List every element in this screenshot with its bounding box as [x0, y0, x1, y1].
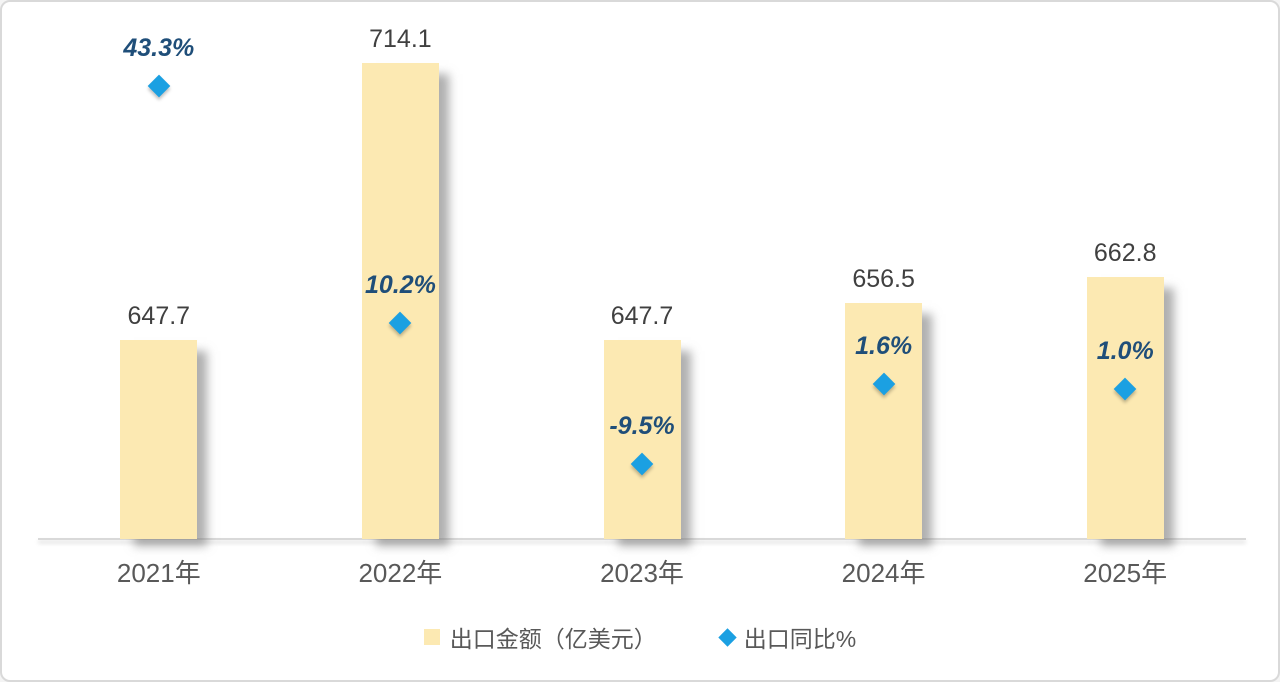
- bar-2021年: [120, 339, 198, 539]
- pct-value-label: -9.5%: [609, 411, 675, 440]
- bar-2023年: [603, 339, 681, 539]
- x-axis-label: 2025年: [1083, 558, 1168, 588]
- legend-square-icon: [423, 629, 440, 645]
- pct-value-label: 1.0%: [1096, 336, 1154, 365]
- bar-2022年: [361, 62, 439, 539]
- pct-marker-diamond: [147, 74, 171, 98]
- bar-value-label: 656.5: [852, 265, 915, 294]
- pct-value-label: 1.6%: [855, 332, 913, 361]
- bar-value-label: 647.7: [610, 301, 674, 330]
- legend-label: 出口金额（亿美元）: [449, 626, 657, 652]
- x-axis-label: 2022年: [358, 558, 443, 588]
- bar-value-label: 662.8: [1093, 238, 1157, 267]
- x-axis-label: 2023年: [600, 558, 684, 588]
- pct-value-label: 43.3%: [123, 33, 195, 62]
- bar-value-label: 647.7: [127, 301, 191, 330]
- bar-value-label: 714.1: [369, 24, 432, 53]
- x-axis-label: 2021年: [116, 558, 201, 588]
- pct-value-label: 10.2%: [364, 270, 436, 299]
- x-axis-line: [38, 538, 1246, 540]
- legend-item-bar-series: 出口金额（亿美元）: [423, 620, 657, 654]
- legend: 出口金额（亿美元） 出口同比%: [2, 620, 1278, 654]
- bar-2024年: [845, 303, 923, 539]
- legend-item-scatter-series: 出口同比%: [718, 620, 857, 654]
- legend-diamond-icon: [718, 627, 737, 647]
- x-axis-label: 2024年: [841, 558, 926, 588]
- legend-label: 出口同比%: [743, 626, 857, 652]
- bar-2025年: [1086, 276, 1164, 539]
